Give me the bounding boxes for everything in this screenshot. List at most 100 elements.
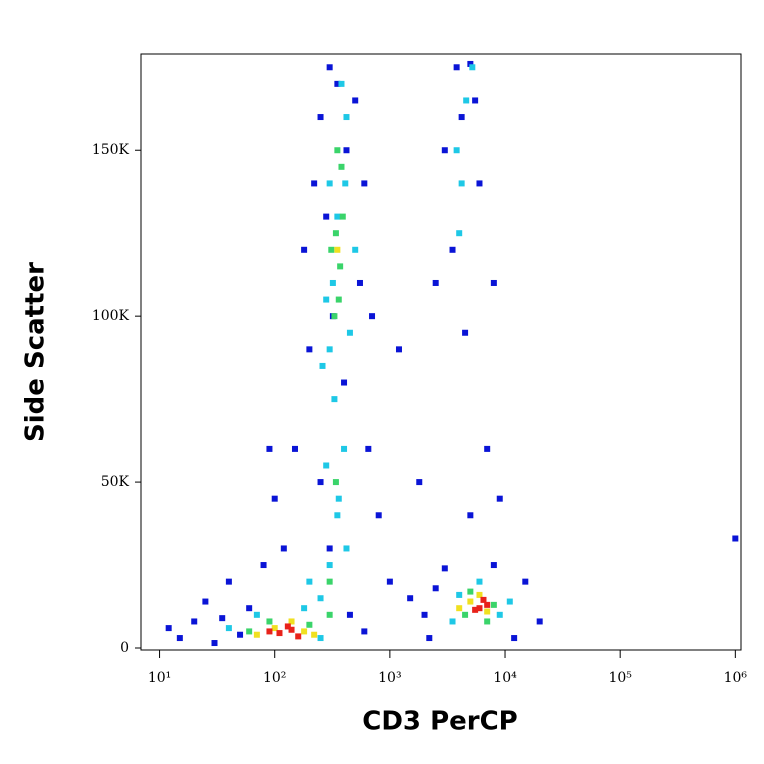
point (253, 631, 260, 638)
point (326, 64, 333, 71)
point (467, 588, 474, 595)
point (407, 595, 414, 602)
point (301, 605, 308, 612)
point (346, 329, 353, 336)
point (331, 396, 338, 403)
point (339, 213, 346, 220)
point (266, 618, 273, 625)
point (326, 346, 333, 353)
point (332, 479, 339, 486)
point (456, 230, 463, 237)
point (334, 80, 341, 87)
y-axis-title: Side Scatter (21, 262, 51, 442)
point (165, 625, 172, 632)
point (335, 495, 342, 502)
point (341, 379, 348, 386)
y-tick-label: 0 (120, 640, 129, 656)
point (484, 445, 491, 452)
point (301, 246, 308, 253)
point (426, 635, 433, 642)
point (295, 633, 302, 640)
points (165, 60, 739, 647)
point (301, 628, 308, 635)
point (202, 598, 209, 605)
point (176, 635, 183, 642)
point (326, 545, 333, 552)
y-tick-label: 150K (92, 142, 130, 158)
point (456, 605, 463, 612)
point (237, 631, 244, 638)
y-tick-label: 100K (92, 308, 130, 324)
point (253, 611, 260, 618)
point (343, 147, 350, 154)
point (458, 180, 465, 187)
point (291, 445, 298, 452)
point (306, 621, 313, 628)
point (441, 565, 448, 572)
point (271, 625, 278, 632)
point (449, 618, 456, 625)
point (288, 626, 295, 633)
point (356, 279, 363, 286)
point (323, 462, 330, 469)
point (343, 114, 350, 121)
point (462, 329, 469, 336)
point (271, 495, 278, 502)
point (211, 640, 218, 647)
point (317, 114, 324, 121)
point (225, 625, 232, 632)
point (467, 598, 474, 605)
point (352, 246, 359, 253)
point (342, 180, 349, 187)
point (386, 578, 393, 585)
point (306, 346, 313, 353)
point (496, 495, 503, 502)
point (191, 618, 198, 625)
point (266, 445, 273, 452)
point (328, 246, 335, 253)
point (467, 512, 474, 519)
point (506, 598, 513, 605)
point (453, 64, 460, 71)
x-axis-title: CD3 PerCP (362, 707, 517, 737)
point (536, 618, 543, 625)
x-tick-label: 10⁴ (493, 670, 517, 686)
point (288, 618, 295, 625)
point (476, 180, 483, 187)
point (375, 512, 382, 519)
point (352, 97, 359, 104)
point (476, 605, 483, 612)
point (490, 601, 497, 608)
point (246, 628, 253, 635)
point (472, 97, 479, 104)
x-tick-label: 10⁵ (608, 670, 632, 686)
point (416, 479, 423, 486)
point (463, 97, 470, 104)
x-tick-label: 10² (263, 670, 286, 686)
point (432, 585, 439, 592)
point (490, 279, 497, 286)
point (472, 606, 479, 613)
point (476, 578, 483, 585)
point (484, 601, 491, 608)
point (337, 263, 344, 270)
point (326, 562, 333, 569)
point (346, 611, 353, 618)
point (332, 230, 339, 237)
point (219, 615, 226, 622)
point (361, 180, 368, 187)
point (338, 80, 345, 87)
point (484, 618, 491, 625)
point (343, 545, 350, 552)
point (323, 296, 330, 303)
x-tick-label: 10⁶ (724, 670, 748, 686)
point (311, 631, 318, 638)
point (276, 630, 283, 637)
point (469, 64, 476, 71)
point (441, 147, 448, 154)
point (462, 611, 469, 618)
point (326, 578, 333, 585)
y-tick-label: 50K (101, 474, 130, 490)
point (284, 623, 291, 630)
point (334, 213, 341, 220)
